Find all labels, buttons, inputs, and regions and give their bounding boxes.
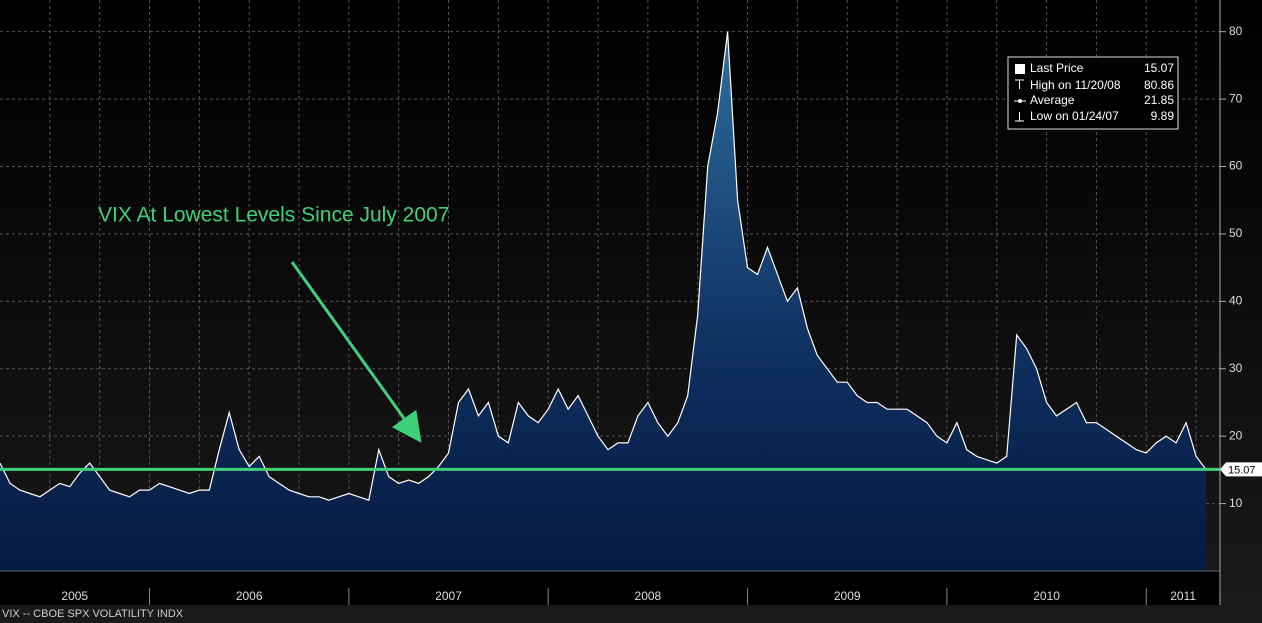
legend-value: 21.85 [1144,93,1174,107]
year-bar [0,571,1220,605]
legend-label: Last Price [1030,61,1084,75]
y-tick-label: 50 [1229,226,1243,240]
y-tick-label: 30 [1229,361,1243,375]
y-tick-label: 60 [1229,159,1243,173]
x-tick-label: 2011 [1170,589,1196,603]
legend-label: Low on 01/24/07 [1030,109,1119,123]
legend-icon [1018,99,1022,103]
annotation-arrow [290,261,422,443]
legend-label: Average [1030,93,1075,107]
last-price-label: 15.07 [1228,464,1256,476]
legend-icon [1015,79,1024,89]
x-tick-label: 2006 [236,589,263,603]
x-tick-label: 2009 [834,589,861,603]
legend-label: High on 11/20/08 [1030,78,1121,92]
last-price-tag [1220,462,1262,477]
x-tick-label: 2008 [635,589,662,603]
legend-icon [1015,64,1025,74]
legend-value: 9.89 [1151,109,1175,123]
annotation: VIX At Lowest Levels Since July 2007 [98,204,449,227]
y-tick-label: 80 [1229,24,1243,38]
x-tick-label: 2007 [435,589,462,603]
legend-value: 80.86 [1144,78,1174,92]
legend-box [1007,56,1179,130]
y-tick-label: 40 [1229,294,1243,308]
line [0,31,1207,501]
legend-value: 15.07 [1144,61,1174,75]
x-tick-label: 2005 [61,589,88,603]
y-tick-label: 20 [1229,428,1243,442]
footer: VIX -- CBOE SPX VOLATILITY INDX [2,608,184,620]
x-tick-label: 2010 [1033,589,1060,603]
y-tick-label: 70 [1229,91,1243,105]
area [0,31,1206,571]
legend-icon [1015,112,1024,122]
y-tick-label: 10 [1229,496,1243,510]
